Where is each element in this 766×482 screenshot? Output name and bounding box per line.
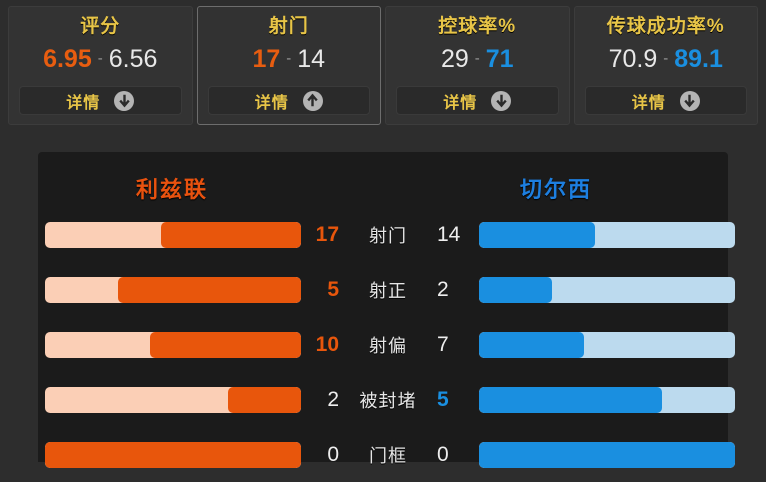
- away-bar-track: [479, 441, 735, 468]
- summary-card-1[interactable]: 评分 6.95-6.56 详情: [8, 6, 193, 125]
- home-bar-track: [45, 221, 301, 248]
- stat-row: 5 射正 2: [38, 262, 735, 317]
- away-stat-value: 5: [437, 387, 449, 411]
- away-bar-fill: [479, 221, 595, 248]
- away-stat-value: 0: [437, 442, 449, 466]
- summary-home-value: 70.9: [608, 45, 658, 73]
- home-bar-fill: [150, 331, 301, 358]
- away-stat-value: 2: [437, 277, 449, 301]
- summary-card-title: 评分: [80, 16, 121, 37]
- summary-value-separator: -: [97, 50, 103, 67]
- summary-home-value: 6.95: [43, 45, 92, 73]
- home-stat-value: 10: [315, 332, 339, 356]
- summary-away-value: 71: [485, 45, 514, 73]
- home-team-name: 利兹联: [136, 177, 209, 202]
- home-bar-fill: [160, 221, 301, 248]
- stat-label: 门框: [369, 445, 407, 466]
- chevron-down-icon[interactable]: [491, 90, 512, 111]
- away-bar-track: [479, 386, 735, 413]
- away-bar-fill: [479, 386, 662, 413]
- chevron-down-icon[interactable]: [114, 90, 135, 111]
- summary-value-separator: -: [474, 50, 480, 67]
- summary-away-value: 14: [297, 45, 326, 73]
- summary-value-separator: -: [286, 50, 292, 67]
- away-bar-fill: [479, 276, 553, 303]
- stat-row: 2 被封堵 5: [38, 372, 735, 427]
- detail-button[interactable]: 详情: [207, 86, 370, 115]
- summary-card-2[interactable]: 射门 17-14 详情: [196, 6, 381, 125]
- home-bar-track: [45, 331, 301, 358]
- home-bar-track: [45, 276, 301, 303]
- detail-button[interactable]: 详情: [396, 86, 559, 115]
- home-stat-value: 5: [327, 277, 339, 301]
- away-stat-value: 14: [437, 222, 461, 246]
- summary-card-title: 控球率%: [438, 16, 517, 37]
- detail-button[interactable]: 详情: [19, 86, 182, 115]
- detail-button[interactable]: 详情: [584, 86, 747, 115]
- away-bar-fill: [479, 441, 735, 468]
- away-team-name: 切尔西: [520, 177, 593, 202]
- away-bar-track: [479, 331, 735, 358]
- home-bar-fill: [45, 441, 301, 468]
- summary-card-values: 29-71: [441, 44, 514, 78]
- summary-card-title: 射门: [268, 16, 309, 37]
- stat-label: 射门: [369, 225, 407, 246]
- home-stat-value: 2: [327, 387, 339, 411]
- away-stat-value: 7: [437, 332, 449, 356]
- stat-row: 0 门框 0: [38, 427, 735, 482]
- stat-row: 17 射门 14: [38, 207, 735, 262]
- summary-home-value: 29: [440, 45, 469, 73]
- summary-away-value: 6.56: [108, 45, 158, 73]
- home-bar-fill: [118, 276, 301, 303]
- summary-value-separator: -: [663, 50, 669, 67]
- detail-button-label: 详情: [443, 94, 478, 112]
- detail-button-label: 详情: [254, 94, 289, 112]
- stat-label: 被封堵: [359, 390, 417, 411]
- home-stat-value: 0: [327, 442, 339, 466]
- stat-row-list: 17 射门 14 5 射正 2 10 射偏 7 2 被封堵 5 0 门框 0: [38, 207, 735, 482]
- summary-card-strip: 评分 6.95-6.56 详情 射门 17-14 详情 控球率% 29-71 详情 传球成功率% 7…: [0, 0, 766, 133]
- summary-card-title: 传球成功率%: [606, 16, 725, 37]
- stat-label: 射偏: [369, 335, 407, 356]
- match-stats-panel: 利兹联 切尔西 17 射门 14 5 射正 2 10 射偏 7 2 被封堵 5 0 门框 0: [38, 152, 735, 468]
- chevron-up-icon[interactable]: [302, 90, 323, 111]
- home-bar-track: [45, 441, 301, 468]
- detail-button-label: 详情: [631, 94, 666, 112]
- stat-row: 10 射偏 7: [38, 317, 735, 372]
- summary-card-values: 6.95-6.56: [43, 44, 157, 78]
- summary-card-values: 17-14: [252, 44, 325, 78]
- detail-button-label: 详情: [66, 94, 101, 112]
- summary-away-value: 89.1: [674, 45, 723, 73]
- summary-card-4[interactable]: 传球成功率% 70.9-89.1 详情: [573, 6, 758, 125]
- summary-home-value: 17: [252, 45, 281, 73]
- chevron-down-icon[interactable]: [679, 90, 700, 111]
- home-bar-fill: [227, 386, 301, 413]
- home-stat-value: 17: [315, 222, 339, 246]
- team-header: 利兹联 切尔西: [38, 152, 728, 207]
- away-bar-track: [479, 221, 735, 248]
- away-bar-track: [479, 276, 735, 303]
- summary-card-3[interactable]: 控球率% 29-71 详情: [385, 6, 570, 125]
- stat-label: 射正: [369, 280, 407, 301]
- home-bar-track: [45, 386, 301, 413]
- summary-card-values: 70.9-89.1: [609, 44, 723, 78]
- away-bar-fill: [479, 331, 585, 358]
